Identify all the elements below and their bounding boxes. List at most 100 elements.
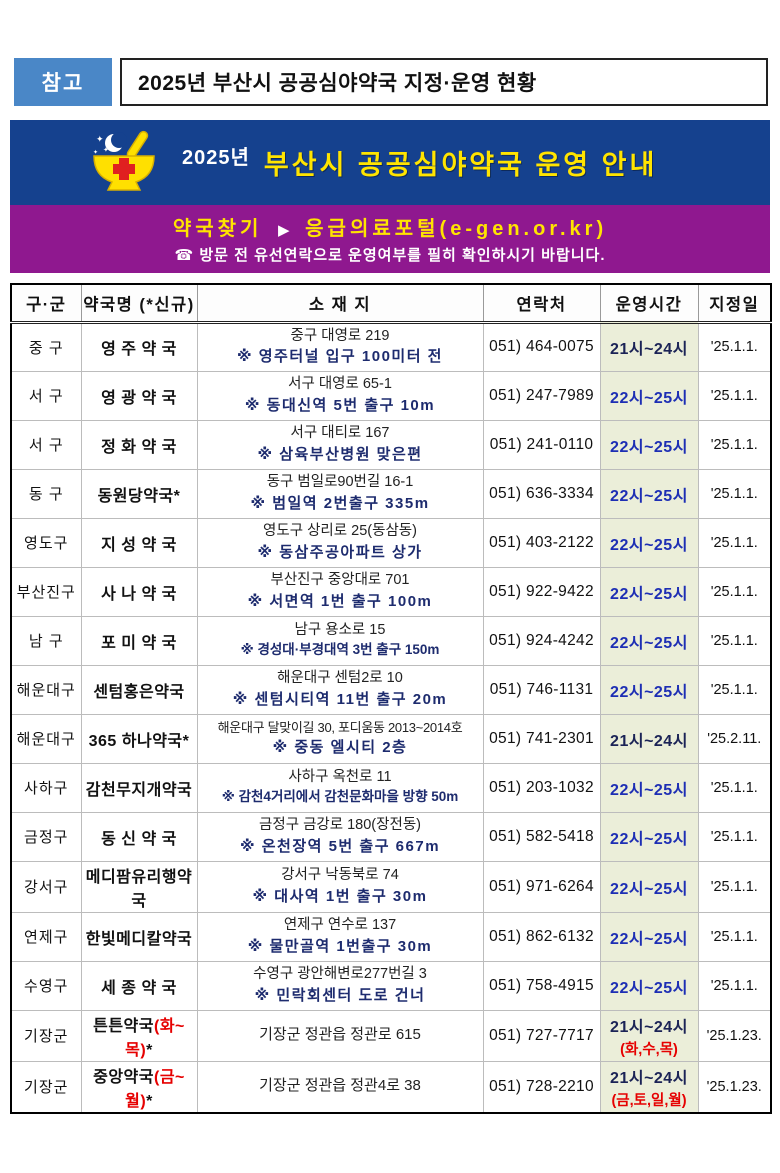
address-cell: 해운대구 달맞이길 30, 포디움동 2013~2014호 ※ 중동 엘시티 2층 (196, 713, 484, 764)
header-pharmacy-name: 약국명 (*신규) (80, 283, 198, 324)
phone-cell: 051) 728-2210 (482, 1060, 601, 1113)
date-cell: '25.1.1. (697, 370, 772, 421)
address-note: ※ 동대신역 5번 출구 10m (244, 396, 436, 414)
hours-value: 22시~25시 (610, 781, 688, 799)
pharmacy-name: 사 나 약 국 (101, 585, 177, 603)
pharmacy-name: 포 미 약 국 (101, 634, 177, 652)
district-cell: 영도구 (10, 517, 82, 568)
pharmacy-name-cell: 동원당약국* (80, 468, 198, 519)
pharmacy-name: 동 신 약 국 (101, 830, 177, 848)
table-row: 부산진구 사 나 약 국 부산진구 중앙대로 701 ※ 서면역 1번 출구 100m… (10, 566, 772, 617)
pharmacy-new-mark: * (146, 1092, 153, 1110)
pharmacy-name: 영 광 약 국 (101, 389, 177, 407)
hours-value: 21시~24시 (610, 732, 688, 750)
hours-value: 22시~25시 (610, 683, 688, 701)
address-line: 기장군 정관읍 정관로 615 (259, 1026, 421, 1044)
date-cell: '25.2.11. (697, 713, 772, 764)
phone-cell: 051) 464-0075 (482, 321, 601, 372)
pharmacy-name: 메디팜유리행약국 (85, 868, 193, 910)
district-cell: 기장군 (10, 1009, 82, 1062)
date-cell: '25.1.1. (697, 860, 772, 913)
pharmacy-table-body: 중 구 영 주 약 국 중구 대영로 219 ※ 영주터널 입구 100미터 전 051… (10, 321, 772, 1113)
pharmacy-name-cell: 튼튼약국(화~목)* (80, 1009, 198, 1062)
address-note: ※ 서면역 1번 출구 100m (247, 592, 433, 610)
pharmacy-name: 365 하나약국* (88, 732, 190, 750)
date-cell: '25.1.1. (697, 517, 772, 568)
portal-link-text: 응급의료포털(e-gen.or.kr) (305, 218, 608, 240)
pharmacy-name-cell: 사 나 약 국 (80, 566, 198, 617)
address-line: 서구 대영로 65-1 (288, 376, 392, 393)
address-note: ※ 온천장역 5번 출구 667m (239, 837, 441, 855)
address-line: 남구 용소로 15 (294, 622, 386, 639)
district-cell: 남 구 (10, 615, 82, 666)
svg-text:✦: ✦ (96, 134, 104, 144)
pharmacy-name-cell: 영 광 약 국 (80, 370, 198, 421)
header-date: 지정일 (697, 283, 772, 324)
pharmacy-name-cell: 포 미 약 국 (80, 615, 198, 666)
banner-year: 2025년 (182, 147, 250, 169)
pharmacy-name-cell: 정 화 약 국 (80, 419, 198, 470)
hours-value: 21시~24시 (610, 1018, 688, 1036)
svg-text:✦: ✦ (93, 149, 98, 156)
reference-header: 참고 2025년 부산시 공공심야약국 지정·운영 현황 (14, 58, 768, 106)
address-note: ※ 동삼주공아파트 상가 (257, 543, 423, 561)
table-row: 사하구 감천무지개약국 사하구 옥천로 11 ※ 감천4거리에서 감천문화마을 방향 … (10, 762, 772, 813)
hours-value: 22시~25시 (610, 585, 688, 603)
district-cell: 기장군 (10, 1060, 82, 1113)
pharmacy-name: 중앙약국 (93, 1068, 154, 1086)
pharmacy-name-cell: 중앙약국(금~월)* (80, 1060, 198, 1113)
pharmacy-name-cell: 지 성 약 국 (80, 517, 198, 568)
address-cell: 해운대구 센텀2로 10 ※ 센텀시티역 11번 출구 20m (196, 664, 484, 715)
district-cell: 동 구 (10, 468, 82, 519)
reference-badge: 참고 (14, 58, 112, 106)
address-line: 강서구 낙동북로 74 (281, 867, 399, 884)
hours-value: 21시~24시 (610, 1069, 688, 1087)
phone-cell: 051) 636-3334 (482, 468, 601, 519)
address-cell: 기장군 정관읍 정관로 615 (196, 1009, 484, 1062)
pharmacy-name-cell: 센텀홍은약국 (80, 664, 198, 715)
address-cell: 금정구 금강로 180(장전동) ※ 온천장역 5번 출구 667m (196, 811, 484, 862)
phone-check-notice: ☎ 방문 전 유선연락으로 운영여부를 필히 확인하시기 바랍니다. (174, 247, 606, 264)
district-cell: 서 구 (10, 419, 82, 470)
address-line: 해운대구 달맞이길 30, 포디움동 2013~2014호 (217, 720, 463, 736)
table-row: 중 구 영 주 약 국 중구 대영로 219 ※ 영주터널 입구 100미터 전 051… (10, 321, 772, 372)
date-cell: '25.1.1. (697, 664, 772, 715)
address-line: 영도구 상리로 25(동삼동) (263, 523, 417, 540)
district-cell: 부산진구 (10, 566, 82, 617)
pharmacy-name: 튼튼약국 (93, 1017, 154, 1035)
address-cell: 영도구 상리로 25(동삼동) ※ 동삼주공아파트 상가 (196, 517, 484, 568)
address-note: ※ 중동 엘시티 2층 (272, 738, 408, 756)
pharmacy-name-cell: 메디팜유리행약국 (80, 860, 198, 913)
program-banner: ✦ ✦ ✦ 2025년 부산시 공공심야약국 운영 안내 (10, 120, 770, 205)
hours-cell: 22시~25시 (599, 811, 699, 862)
table-row: 해운대구 365 하나약국* 해운대구 달맞이길 30, 포디움동 2013~201… (10, 713, 772, 764)
hours-cell: 22시~25시 (599, 860, 699, 913)
pharmacy-table: 구·군 약국명 (*신규) 소 재 지 연락처 운영시간 지정일 중 구 영 주 … (10, 283, 772, 1114)
district-cell: 강서구 (10, 860, 82, 913)
address-note: ※ 감천4거리에서 감천문화마을 방향 50m (221, 788, 459, 804)
hours-value: 22시~25시 (610, 634, 688, 652)
address-note: ※ 경성대·부경대역 3번 출구 150m (240, 641, 440, 657)
table-row: 서 구 영 광 약 국 서구 대영로 65-1 ※ 동대신역 5번 출구 10m 051… (10, 370, 772, 421)
pharmacy-name: 세 종 약 국 (101, 979, 177, 997)
hours-cell: 21시~24시 (599, 713, 699, 764)
hours-value: 22시~25시 (610, 880, 688, 898)
phone-cell: 051) 924-4242 (482, 615, 601, 666)
address-line: 중구 대영로 219 (290, 327, 390, 344)
district-cell: 해운대구 (10, 713, 82, 764)
hours-value: 22시~25시 (610, 830, 688, 848)
address-note: ※ 범일역 2번출구 335m (250, 494, 430, 512)
pharmacy-name-cell: 영 주 약 국 (80, 321, 198, 372)
pharmacy-name-days: (화~목) (125, 1017, 185, 1059)
address-cell: 서구 대티로 167 ※ 삼육부산병원 맞은편 (196, 419, 484, 470)
hours-value: 22시~25시 (610, 487, 688, 505)
address-note: ※ 민락회센터 도로 건너 (254, 986, 426, 1004)
district-cell: 금정구 (10, 811, 82, 862)
district-cell: 서 구 (10, 370, 82, 421)
address-cell: 중구 대영로 219 ※ 영주터널 입구 100미터 전 (196, 321, 484, 372)
hours-cell: 21시~24시 (화,수,목) (599, 1009, 699, 1062)
table-header: 구·군 약국명 (*신규) 소 재 지 연락처 운영시간 지정일 (10, 283, 772, 324)
phone-cell: 051) 971-6264 (482, 860, 601, 913)
hours-days: (금,토,일,월) (611, 1092, 687, 1109)
header-hours: 운영시간 (599, 283, 699, 324)
